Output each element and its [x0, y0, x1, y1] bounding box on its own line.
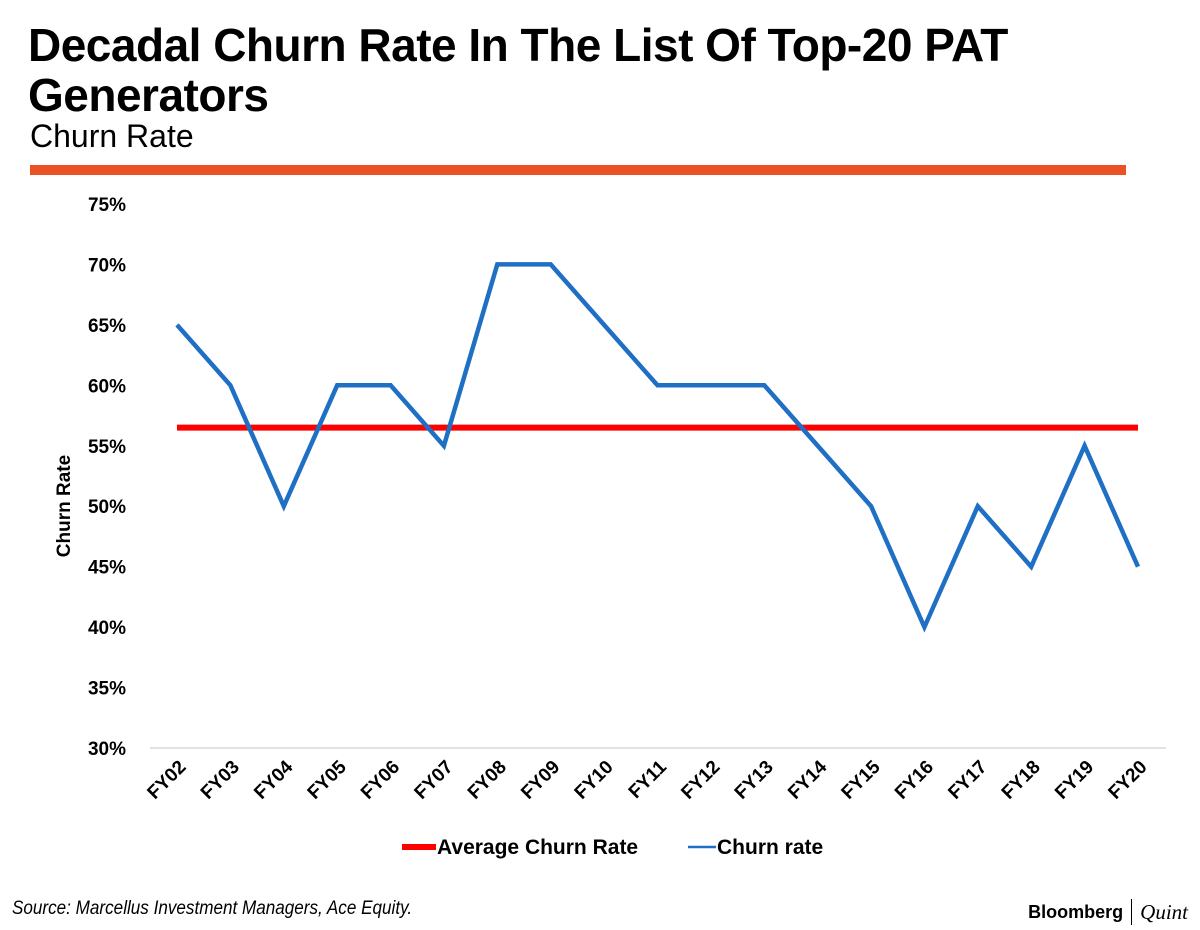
- legend-label: Average Churn Rate: [437, 836, 638, 859]
- x-tick-label: FY13: [731, 757, 778, 804]
- y-tick-label: 70%: [88, 255, 126, 276]
- line-chart: 30%35%40%45%50%55%60%65%70%75% FY02 FY03 F…: [54, 195, 1166, 859]
- accent-rule: [30, 165, 1126, 175]
- brand-primary: Bloomberg: [1028, 901, 1124, 922]
- brand-divider: [1131, 899, 1133, 925]
- x-tick-label: FY10: [571, 757, 618, 804]
- brand-secondary: Quint: [1140, 899, 1188, 924]
- y-axis-label: Churn Rate: [54, 455, 75, 557]
- x-tick-label: FY19: [1051, 757, 1098, 804]
- x-tick-label: FY09: [517, 757, 564, 804]
- x-tick-label: FY20: [1105, 757, 1152, 804]
- legend-label: Churn rate: [717, 836, 823, 859]
- y-tick-label: 45%: [88, 558, 126, 579]
- x-tick-label: FY12: [677, 757, 724, 804]
- x-axis-ticks: FY02 FY03 FY04 FY05 FY06 FY07 FY08 FY09 FY10 FY11…: [144, 756, 1152, 803]
- x-tick-label: FY16: [891, 757, 938, 804]
- y-tick-label: 75%: [88, 195, 126, 216]
- chart-subtitle: Churn Rate: [30, 118, 194, 154]
- series-layer: [175, 262, 1141, 633]
- source-note: Source: Marcellus Investment Managers, A…: [12, 898, 413, 919]
- brand-logo: Bloomberg Quint: [1028, 899, 1188, 925]
- x-tick-label: FY07: [411, 757, 458, 804]
- churn-rate-line: [175, 262, 1141, 633]
- x-tick-label: FY18: [998, 757, 1045, 804]
- x-tick-label: FY15: [838, 756, 885, 803]
- y-tick-label: 50%: [88, 497, 126, 518]
- y-tick-label: 30%: [88, 739, 126, 760]
- x-tick-label: FY02: [144, 757, 191, 804]
- y-tick-label: 60%: [88, 376, 126, 397]
- x-tick-label: FY06: [357, 757, 404, 804]
- x-tick-label: FY03: [197, 757, 244, 804]
- x-tick-label: FY14: [784, 756, 831, 803]
- x-tick-label: FY05: [304, 756, 351, 803]
- legend: Average Churn Rate Churn rate: [402, 836, 823, 859]
- y-tick-label: 65%: [88, 316, 126, 337]
- y-tick-label: 40%: [88, 618, 126, 639]
- y-tick-label: 55%: [88, 437, 126, 458]
- x-tick-label: FY11: [625, 756, 672, 803]
- y-tick-label: 35%: [88, 679, 126, 700]
- x-tick-label: FY04: [250, 756, 297, 803]
- chart-title: Decadal Churn Rate In The List Of Top-20…: [28, 19, 1008, 121]
- x-tick-label: FY17: [944, 757, 991, 804]
- x-tick-label: FY08: [464, 757, 511, 804]
- y-axis-ticks: 30% 35% 40% 45% 50% 55% 60% 65% 70% 75%: [88, 195, 126, 760]
